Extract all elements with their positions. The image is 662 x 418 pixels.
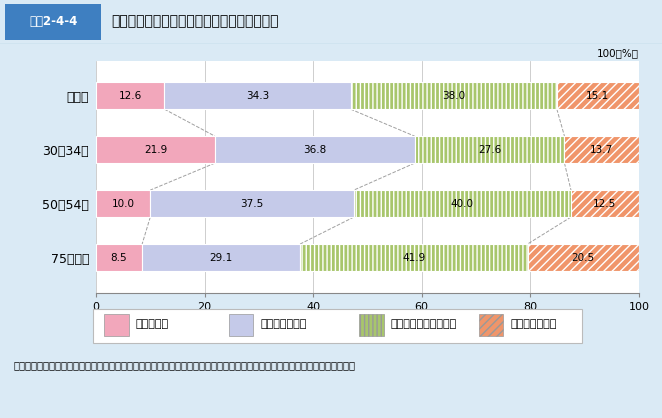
Text: 12.5: 12.5 xyxy=(593,199,616,209)
FancyBboxPatch shape xyxy=(93,309,582,343)
Text: 20.5: 20.5 xyxy=(571,252,594,263)
Text: あてはまらない: あてはまらない xyxy=(510,319,557,329)
Text: 13.7: 13.7 xyxy=(590,145,613,155)
Text: 36.8: 36.8 xyxy=(303,145,326,155)
Bar xyxy=(96,190,150,217)
Bar xyxy=(150,190,354,217)
Bar xyxy=(142,244,300,271)
Text: 資料：安心と信頼のある「ライフエンディング・ステージ」の創出に向けた普及啓発に関する研究会（経済産業省）報告書より: 資料：安心と信頼のある「ライフエンディング・ステージ」の創出に向けた普及啓発に関… xyxy=(13,359,355,370)
Text: 34.3: 34.3 xyxy=(246,91,269,101)
Bar xyxy=(557,82,639,109)
Text: 41.9: 41.9 xyxy=(402,252,426,263)
Bar xyxy=(96,82,164,109)
Text: 12.6: 12.6 xyxy=(118,91,142,101)
Bar xyxy=(300,244,528,271)
Text: 10.0: 10.0 xyxy=(112,199,134,209)
Bar xyxy=(96,244,142,271)
FancyBboxPatch shape xyxy=(359,314,384,336)
Bar xyxy=(571,190,639,217)
Text: 21.9: 21.9 xyxy=(144,145,167,155)
Text: 27.6: 27.6 xyxy=(478,145,501,155)
Text: 37.5: 37.5 xyxy=(240,199,263,209)
Text: 8.5: 8.5 xyxy=(111,252,127,263)
Text: 38.0: 38.0 xyxy=(442,91,465,101)
Bar xyxy=(354,190,571,217)
Bar xyxy=(351,82,557,109)
Bar xyxy=(96,136,215,163)
Bar xyxy=(565,136,639,163)
Text: ややあてはまる: ややあてはまる xyxy=(261,319,307,329)
Text: 40.0: 40.0 xyxy=(451,199,474,209)
FancyBboxPatch shape xyxy=(104,314,128,336)
FancyBboxPatch shape xyxy=(229,314,254,336)
Bar xyxy=(164,82,351,109)
Text: 29.1: 29.1 xyxy=(209,252,233,263)
Text: あまりあてはまらない: あまりあてはまらない xyxy=(391,319,457,329)
FancyBboxPatch shape xyxy=(479,314,503,336)
Bar xyxy=(528,244,639,271)
Text: 「死ぬのがとてもこわい」と答えた人の割合: 「死ぬのがとてもこわい」と答えた人の割合 xyxy=(111,14,279,28)
Text: 図表2-4-4: 図表2-4-4 xyxy=(29,15,77,28)
Text: 100（%）: 100（%） xyxy=(597,48,639,58)
Bar xyxy=(215,136,414,163)
FancyBboxPatch shape xyxy=(5,3,101,41)
Bar xyxy=(414,136,565,163)
Text: あてはまる: あてはまる xyxy=(136,319,169,329)
Text: 15.1: 15.1 xyxy=(587,91,610,101)
